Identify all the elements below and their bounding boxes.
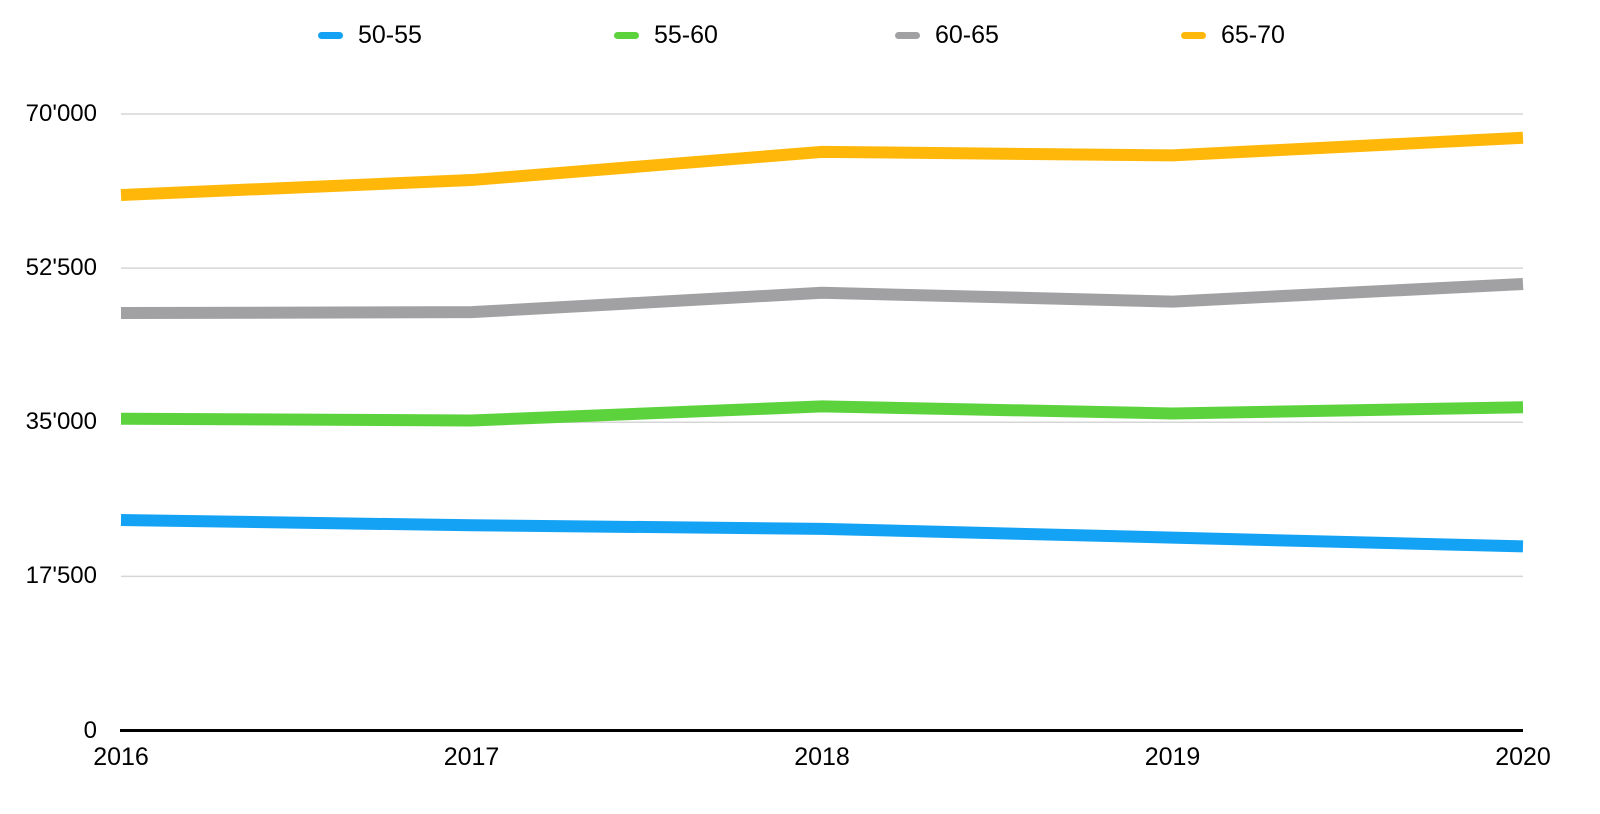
y-axis-tick-label-0: 0 bbox=[83, 716, 97, 744]
legend-label-3: 65-70 bbox=[1221, 21, 1285, 49]
legend-item-0: 50-55 bbox=[318, 20, 422, 50]
legend-swatch-1 bbox=[614, 31, 639, 39]
legend-swatch-0 bbox=[318, 31, 343, 39]
legend-label-2: 60-65 bbox=[935, 21, 999, 49]
x-axis-tick-label-2018: 2018 bbox=[794, 743, 850, 771]
x-axis-tick-label-2017: 2017 bbox=[443, 743, 500, 771]
chart-legend: 50-55 55-60 60-65 65-70 bbox=[0, 0, 1600, 60]
x-axis-tick-label-2020: 2020 bbox=[1495, 743, 1551, 771]
series-line-50-55 bbox=[120, 514, 1524, 553]
legend-label-0: 50-55 bbox=[358, 21, 422, 49]
y-axis-tick-label-17500: 17'500 bbox=[25, 562, 97, 590]
x-axis-tick-label-2016: 2016 bbox=[93, 743, 149, 771]
y-axis-tick-label-52500: 52'500 bbox=[25, 254, 97, 282]
series-line-65-70 bbox=[120, 131, 1524, 202]
x-axis-tick-label-2019: 2019 bbox=[1144, 743, 1201, 771]
legend-item-2: 60-65 bbox=[895, 20, 999, 50]
y-axis-tick-label-35000: 35'000 bbox=[25, 408, 97, 436]
legend-item-3: 65-70 bbox=[1181, 20, 1285, 50]
legend-item-1: 55-60 bbox=[614, 20, 718, 50]
y-axis-tick-label-70000: 70'000 bbox=[25, 100, 97, 127]
legend-label-1: 55-60 bbox=[654, 21, 718, 49]
series-line-55-60 bbox=[120, 400, 1524, 427]
legend-swatch-2 bbox=[895, 31, 920, 39]
legend-swatch-3 bbox=[1181, 31, 1206, 39]
series-line-60-65 bbox=[120, 277, 1524, 320]
